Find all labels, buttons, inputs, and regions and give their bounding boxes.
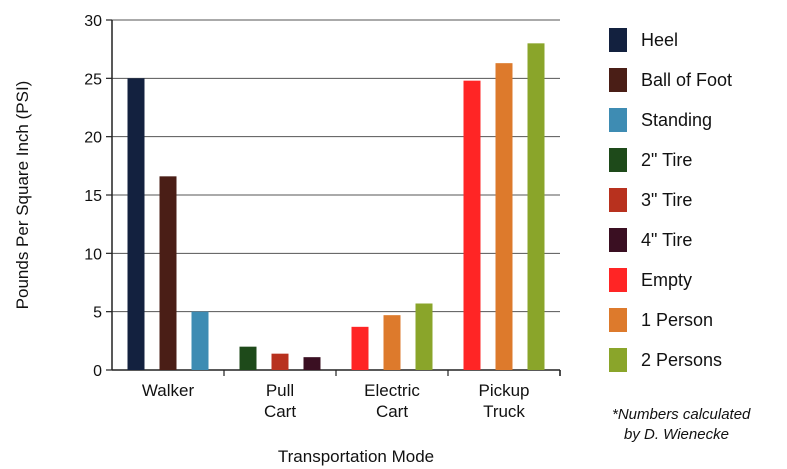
legend-item: 3" Tire — [609, 180, 779, 220]
legend-item: Ball of Foot — [609, 60, 779, 100]
legend-swatch — [609, 68, 627, 92]
y-tick-label: 30 — [84, 13, 102, 30]
bar-2-2 — [271, 353, 289, 370]
legend-item: 4" Tire — [609, 220, 779, 260]
x-category-label: Pickup Truck — [478, 381, 529, 421]
y-tick-label: 0 — [93, 363, 102, 380]
legend-swatch — [609, 348, 627, 372]
legend-swatch — [609, 308, 627, 332]
bar-3-2 — [383, 315, 401, 370]
y-axis-title: Pounds Per Square Inch (PSI) — [13, 81, 32, 310]
legend-label: Standing — [641, 109, 713, 130]
legend: Heel Ball of Foot Standing 2" Tire 3" Tire 4"… — [609, 20, 779, 380]
legend-swatch — [609, 188, 627, 212]
legend-label: Ball of Foot — [641, 69, 733, 90]
legend-item: Standing — [609, 100, 779, 140]
bar-3-1 — [351, 326, 369, 370]
x-category-label: Pull Cart — [264, 381, 296, 421]
legend-swatch — [609, 228, 627, 252]
footnote: *Numbers calculated by D. Wienecke — [612, 405, 784, 445]
footnote-line-1: *Numbers calculated — [612, 406, 751, 423]
footnote-line-2: by D. Wienecke — [624, 426, 729, 443]
legend-swatch — [609, 108, 627, 132]
legend-label: 2 Persons — [641, 349, 723, 370]
legend-label: 1 Person — [641, 309, 714, 330]
legend-swatch — [609, 268, 627, 292]
legend-item: 2 Persons — [609, 340, 779, 380]
bar-1-3 — [191, 311, 209, 370]
bar-4-3 — [527, 43, 545, 370]
legend-swatch — [609, 148, 627, 172]
bar-3-3 — [415, 303, 433, 370]
legend-label: 4" Tire — [641, 229, 693, 250]
bar-4-1 — [463, 80, 481, 371]
x-category-label: Walker — [142, 381, 195, 400]
x-axis-title: Transportation Mode — [278, 447, 434, 466]
bar-1-2 — [159, 176, 177, 370]
legend-item: Empty — [609, 260, 779, 300]
bar-4-2 — [495, 63, 513, 371]
bar-2-1 — [239, 346, 257, 370]
legend-item: 1 Person — [609, 300, 779, 340]
legend-swatch — [609, 28, 627, 52]
y-tick-label: 15 — [84, 188, 102, 205]
y-tick-label: 5 — [93, 305, 102, 322]
legend-label: 2" Tire — [641, 149, 693, 170]
y-tick-label: 10 — [84, 246, 102, 263]
y-tick-label: 20 — [84, 130, 102, 147]
legend-item: Heel — [609, 20, 779, 60]
legend-item: 2" Tire — [609, 140, 779, 180]
y-tick-label: 25 — [84, 71, 102, 88]
bar-2-3 — [303, 357, 321, 370]
bar-1-1 — [127, 78, 145, 370]
legend-label: 3" Tire — [641, 189, 693, 210]
x-category-label: Electric Cart — [364, 381, 420, 421]
bar-chart: 0 5 10 15 20 25 30 Walker Pull Cart Electric Cart Pi… — [13, 13, 561, 466]
legend-label: Empty — [641, 269, 693, 290]
legend-label: Heel — [641, 29, 679, 50]
